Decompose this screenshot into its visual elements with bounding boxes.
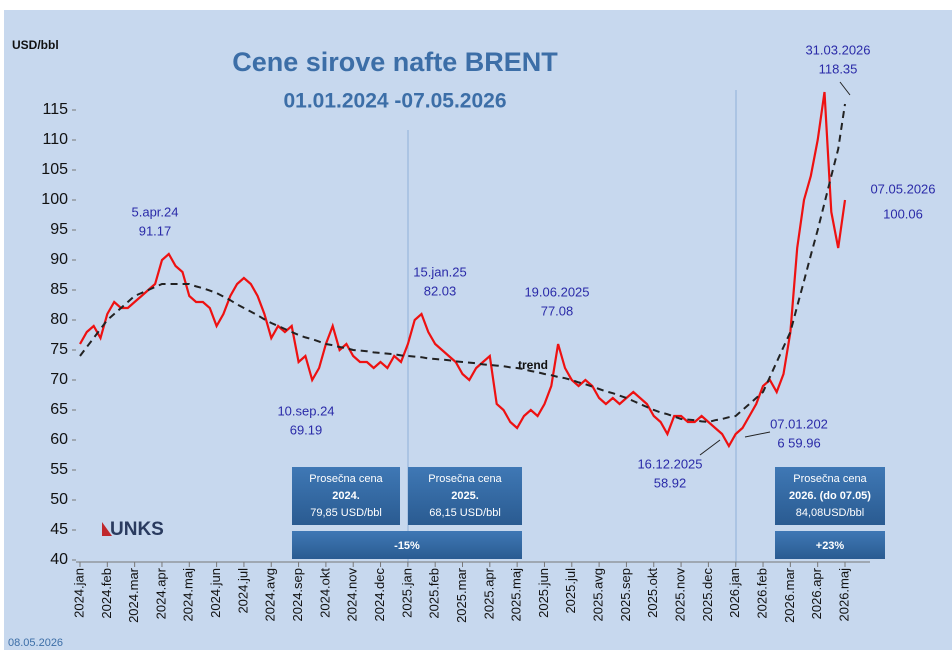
annotation: 5.apr.24 <box>132 204 179 219</box>
change-text: -15% <box>394 540 420 552</box>
y-tick-label: 90 <box>50 251 68 268</box>
x-tick-label: 2025.jan <box>399 568 414 618</box>
trend-label: trend <box>518 358 548 372</box>
x-tick-label: 2026.jan <box>727 568 742 618</box>
average-box <box>775 467 885 525</box>
y-tick-label: 40 <box>50 551 68 568</box>
series-line <box>79 91 847 449</box>
logo: UNKS <box>110 519 164 540</box>
annotation: 16.12.2025 <box>637 456 702 471</box>
annotation: 31.03.2026 <box>805 42 870 57</box>
annotation: 07.01.202 <box>770 416 828 431</box>
series-line <box>79 103 846 424</box>
x-tick-label: 2024.jan <box>71 568 86 618</box>
x-tick-label: 2025.okt <box>645 568 660 618</box>
annotation: 15.jan.25 <box>413 264 467 279</box>
x-tick-label: 2025.mar <box>454 567 469 623</box>
x-tick-label: 2024.mar <box>126 567 141 623</box>
x-tick-label: 2026.mar <box>782 567 797 623</box>
x-tick-label: 2026.apr <box>809 567 824 619</box>
annotation-leader <box>839 81 851 96</box>
y-tick-label: 105 <box>41 161 68 178</box>
x-tick-label: 2024.jun <box>208 568 223 618</box>
annotation: 58.92 <box>654 475 687 490</box>
x-tick-label: 2024.feb <box>99 568 114 619</box>
y-tick-label: 50 <box>50 491 68 508</box>
y-axis-label: USD/bbl <box>12 38 59 52</box>
logo-mark <box>102 522 112 536</box>
y-tick-label: 60 <box>50 431 68 448</box>
average-text: Prosečna cena <box>309 473 383 485</box>
x-tick-label: 2025.apr <box>481 567 496 619</box>
x-tick-label: 2025.nov <box>673 568 688 622</box>
x-tick-label: 2026.maj <box>836 568 851 622</box>
change-box <box>775 531 885 559</box>
x-tick-label: 2024.jul <box>235 568 250 614</box>
average-text: 2026. (do 07.05) <box>789 490 871 502</box>
annotation: 6 59.96 <box>777 435 820 450</box>
annotation: 10.sep.24 <box>277 403 334 418</box>
x-tick-label: 2025.jul <box>563 568 578 614</box>
y-tick-label: 75 <box>50 341 68 358</box>
average-text: Prosečna cena <box>428 473 502 485</box>
average-text: 2025. <box>451 490 479 502</box>
y-tick-label: 100 <box>41 191 68 208</box>
footer-date: 08.05.2026 <box>8 637 63 649</box>
y-tick-label: 80 <box>50 311 68 328</box>
x-tick-label: 2025.maj <box>509 568 524 622</box>
annotation: 77.08 <box>541 303 574 318</box>
y-tick-label: 95 <box>50 221 68 238</box>
x-tick-label: 2025.feb <box>427 568 442 619</box>
y-tick-label: 65 <box>50 401 68 418</box>
x-tick-label: 2025.sep <box>618 568 633 622</box>
x-tick-label: 2024.avg <box>263 568 278 622</box>
average-box <box>408 467 522 525</box>
chart-subtitle: 01.01.2024 -07.05.2026 <box>283 90 506 113</box>
change-box <box>292 531 522 559</box>
annotation: 69.19 <box>290 422 323 437</box>
average-text: Prosečna cena <box>793 473 867 485</box>
x-tick-label: 2024.maj <box>181 568 196 622</box>
average-box <box>292 467 400 525</box>
annotation: 07.05.2026 <box>870 181 935 196</box>
y-tick-label: 115 <box>42 101 68 118</box>
y-tick-label: 85 <box>50 281 68 298</box>
average-text: 68,15 USD/bbl <box>429 507 501 519</box>
chart-title: Cene sirove nafte BRENT <box>232 47 558 77</box>
x-tick-label: 2024.apr <box>153 567 168 619</box>
annotation: 82.03 <box>424 283 457 298</box>
y-tick-label: 70 <box>50 371 68 388</box>
x-tick-label: 2025.avg <box>591 568 606 622</box>
x-tick-label: 2025.jun <box>536 568 551 618</box>
annotation: 100.06 <box>883 206 923 221</box>
x-tick-label: 2024.sep <box>290 568 305 622</box>
change-text: +23% <box>816 540 845 552</box>
average-text: 2024. <box>332 490 360 502</box>
x-tick-label: 2025.dec <box>700 568 715 622</box>
x-tick-label: 2024.okt <box>317 568 332 618</box>
x-tick-label: 2024.dec <box>372 568 387 622</box>
x-tick-label: 2026.feb <box>754 568 769 619</box>
average-text: 84,08USD/bbl <box>796 507 865 519</box>
y-tick-label: 110 <box>42 131 68 148</box>
annotation: 118.35 <box>819 61 858 76</box>
annotation-leader <box>744 431 771 438</box>
x-tick-label: 2024.nov <box>345 568 360 622</box>
annotation: 19.06.2025 <box>524 284 589 299</box>
annotation-leader <box>699 439 721 456</box>
average-text: 79,85 USD/bbl <box>310 507 382 519</box>
y-tick-label: 55 <box>50 461 68 478</box>
y-tick-label: 45 <box>50 521 68 538</box>
annotation: 91.17 <box>139 223 172 238</box>
